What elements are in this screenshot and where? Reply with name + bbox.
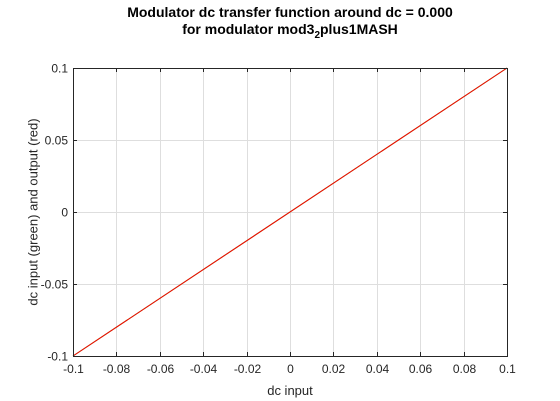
ticks: -0.1 -0.08 -0.06 -0.04 -0.02 0 0.02 0.04 0.06 0.0… — [41, 62, 517, 377]
y-axis-label: dc input (green) and output (red) — [25, 118, 41, 306]
series-group — [72, 67, 508, 357]
x-tick-label: 0.1 — [499, 362, 516, 376]
title-text: Modulator dc transfer function around dc… — [127, 4, 453, 20]
title-text: for modulator mod3 — [182, 21, 315, 37]
x-tick-label: -0.02 — [234, 362, 262, 376]
y-tick-label: -0.1 — [47, 350, 68, 364]
y-tick-label: -0.05 — [41, 278, 69, 292]
x-tick-label: -0.04 — [190, 362, 218, 376]
series-line-2 — [72, 67, 508, 357]
y-tick-label: 0.05 — [45, 134, 69, 148]
x-tick-label: 0.08 — [453, 362, 477, 376]
x-axis-label: dc input — [267, 383, 313, 398]
chart-title-line-1: Modulator dc transfer function around dc… — [73, 4, 507, 20]
title-subscript: 2 — [314, 30, 320, 41]
title-text: plus1MASH — [320, 21, 398, 37]
x-tick-label: 0.04 — [366, 362, 390, 376]
x-tick-label: 0 — [287, 362, 294, 376]
x-tick-label: -0.1 — [63, 362, 84, 376]
x-tick-label: 0.02 — [322, 362, 346, 376]
x-tick-label: -0.08 — [103, 362, 131, 376]
x-tick-label: -0.06 — [147, 362, 175, 376]
chart-title-line-2: for modulator mod32plus1MASH — [73, 21, 507, 41]
y-tick-label: 0 — [61, 206, 68, 220]
x-tick-label: 0.06 — [409, 362, 433, 376]
y-tick-label: 0.1 — [51, 62, 68, 76]
